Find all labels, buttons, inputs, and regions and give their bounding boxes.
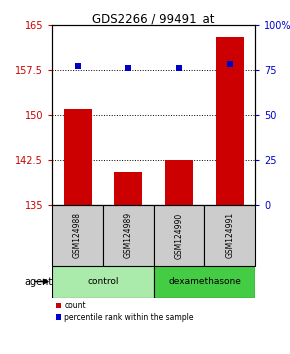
Bar [52, 266, 154, 298]
Point [75, 63, 80, 69]
Text: control: control [87, 277, 119, 286]
Text: GSM124990: GSM124990 [175, 212, 184, 258]
Bar [103, 205, 154, 266]
Bar [154, 266, 255, 298]
Bar [216, 37, 244, 205]
Title: GDS2266 / 99491_at: GDS2266 / 99491_at [93, 12, 215, 25]
Bar [114, 172, 142, 205]
Text: GSM124991: GSM124991 [225, 212, 234, 258]
Text: GSM124989: GSM124989 [124, 212, 133, 258]
Bar [165, 160, 193, 205]
Point [177, 65, 182, 71]
Text: GSM124988: GSM124988 [73, 212, 82, 258]
Legend: count, percentile rank within the sample: count, percentile rank within the sample [56, 302, 194, 322]
Bar [52, 205, 103, 266]
Text: agent: agent [24, 276, 52, 286]
Bar [154, 205, 204, 266]
Point [126, 65, 130, 71]
Point [227, 62, 232, 67]
Text: dexamethasone: dexamethasone [168, 277, 241, 286]
Bar [64, 109, 92, 205]
Bar [204, 205, 255, 266]
